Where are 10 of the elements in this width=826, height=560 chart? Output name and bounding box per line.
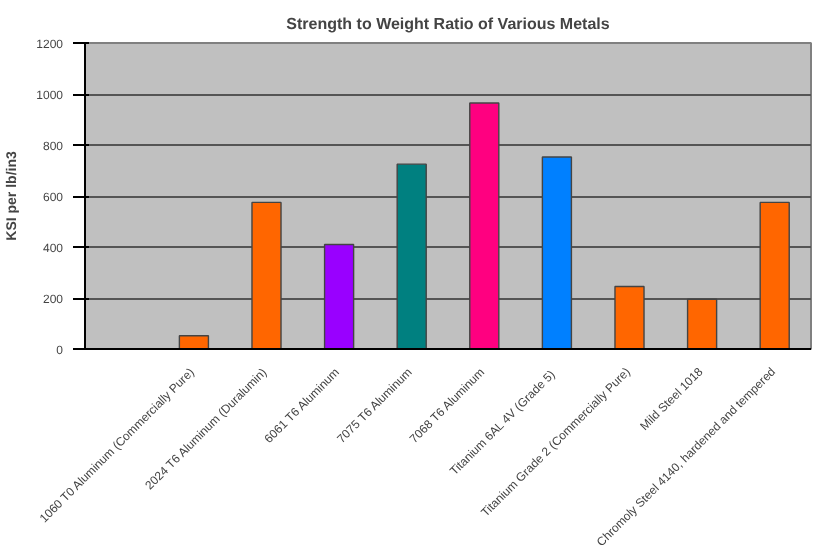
bar [759, 201, 790, 349]
bar [251, 201, 282, 349]
bar [614, 285, 645, 349]
bar [178, 335, 210, 349]
bar [686, 298, 718, 349]
bar [541, 156, 573, 349]
chart-title: Strength to Weight Ratio of Various Metals [286, 15, 611, 33]
bar [469, 102, 500, 349]
bar [323, 243, 355, 349]
bar [396, 163, 427, 349]
